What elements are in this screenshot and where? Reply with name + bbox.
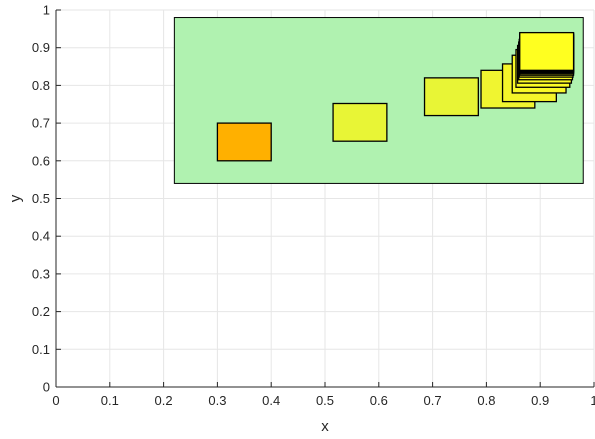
y-tick-label: 0.6: [32, 153, 50, 168]
x-tick-label: 0: [52, 393, 59, 408]
x-tick-label: 0.1: [101, 393, 119, 408]
x-tick-label: 0.9: [531, 393, 549, 408]
data-rectangle-1: [216, 122, 272, 162]
x-tick-label: 0.7: [424, 393, 442, 408]
x-tick-label: 0.5: [316, 393, 334, 408]
y-tick-label: 0.2: [32, 304, 50, 319]
y-tick-label: 0.5: [32, 191, 50, 206]
y-tick-label: 1: [43, 3, 50, 18]
y-axis-label: y: [7, 194, 24, 202]
x-tick-labels: 0 0.1 0.2 0.3 0.4 0.5 0.6 0.7 0.8 0.9 1: [52, 393, 595, 408]
x-tick-label: 0.8: [477, 393, 495, 408]
y-tick-label: 0.1: [32, 342, 50, 357]
y-tick-label: 0.3: [32, 266, 50, 281]
axes: [55, 9, 595, 388]
y-tick-label: 0.7: [32, 116, 50, 131]
y-tick-label: 0.4: [32, 229, 50, 244]
x-axis-label: x: [321, 418, 329, 435]
y-tick-labels: 0 0.1 0.2 0.3 0.4 0.5 0.6 0.7 0.8 0.9 1: [32, 3, 50, 395]
x-tick-label: 0.3: [208, 393, 226, 408]
x-tick-label: 0.2: [155, 393, 173, 408]
x-tick-label: 0.4: [262, 393, 280, 408]
data-rectangle-2: [332, 102, 388, 142]
data-rectangle-3: [423, 77, 479, 117]
y-tick-label: 0.9: [32, 40, 50, 55]
rectangles-layer: [216, 31, 575, 162]
y-tick-label: 0: [43, 380, 50, 395]
y-tick-label: 0.8: [32, 78, 50, 93]
x-tick-label: 1: [590, 393, 595, 408]
x-tick-label: 0.6: [370, 393, 388, 408]
data-rectangle-16: [519, 31, 575, 71]
